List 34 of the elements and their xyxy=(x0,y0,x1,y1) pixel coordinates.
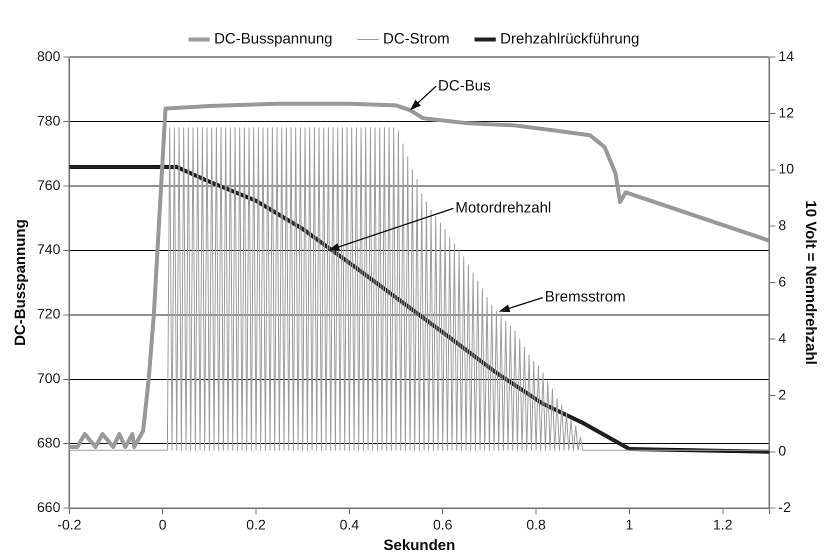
legend-label: DC-Busspannung xyxy=(214,30,332,48)
x-tick-label: 0.8 xyxy=(526,516,546,532)
annotation: DC-Bus xyxy=(438,77,491,94)
annotation: Motordrehzahl xyxy=(455,200,552,217)
x-tick-label: 0 xyxy=(158,516,167,532)
y-tick-label: 760 xyxy=(37,176,61,193)
y2-tick-label: 14 xyxy=(778,48,794,64)
y2-tick-label: 8 xyxy=(778,217,786,234)
y2-tick-label: 10 xyxy=(778,160,794,177)
x-tick-label: 1 xyxy=(626,516,634,532)
y-tick-label: 660 xyxy=(37,499,61,516)
y2-tick-label: 6 xyxy=(778,273,786,290)
legend-label: Drehzahlrückführung xyxy=(500,30,640,48)
y-axis-title: DC-Busspannung xyxy=(12,219,30,346)
x-axis-title: Sekunden xyxy=(384,537,456,554)
y-tick-label: 720 xyxy=(37,306,61,322)
y2-tick-label: 2 xyxy=(778,386,786,402)
y2-axis-title: 10 Volt = Nenndrehzahl xyxy=(802,200,819,365)
x-tick-label: -0.2 xyxy=(57,516,82,532)
x-tick-label: 0.2 xyxy=(246,516,266,532)
y-tick-label: 680 xyxy=(37,434,61,451)
y-tick-label: 800 xyxy=(37,48,61,64)
y-tick-label: 780 xyxy=(37,112,61,128)
y2-tick-label: -2 xyxy=(778,499,792,516)
y2-tick-label: 0 xyxy=(778,442,786,459)
annotation: Bremsstrom xyxy=(544,288,626,306)
legend-label: DC-Strom xyxy=(383,30,450,48)
y2-tick-label: 12 xyxy=(778,104,794,120)
y-tick-label: 700 xyxy=(37,370,61,386)
x-tick-label: 1.2 xyxy=(713,516,733,532)
x-tick-label: 0.6 xyxy=(432,516,453,532)
y2-tick-label: 4 xyxy=(778,330,786,346)
y-tick-label: 740 xyxy=(37,241,61,258)
x-tick-label: 0.4 xyxy=(340,516,360,532)
